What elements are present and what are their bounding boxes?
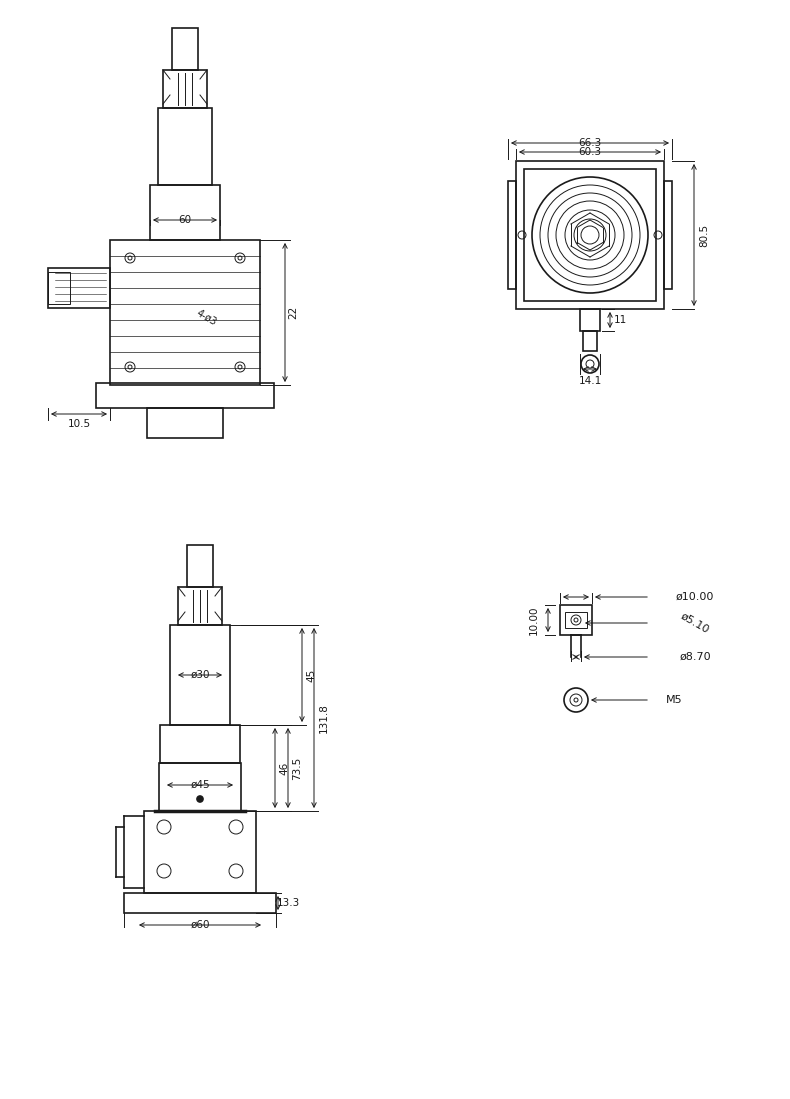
Text: ø8.70: ø8.70	[679, 652, 711, 662]
Bar	[516, 160, 664, 309]
Bar	[144, 811, 256, 893]
Text: ø10.00: ø10.00	[675, 592, 714, 602]
Text: 11: 11	[613, 315, 626, 325]
Bar	[150, 185, 220, 240]
Bar	[159, 763, 241, 811]
Text: 13.3: 13.3	[276, 898, 299, 908]
Bar	[170, 625, 230, 725]
Bar	[172, 27, 198, 70]
Text: 45: 45	[306, 668, 316, 681]
Text: 60.3: 60.3	[578, 147, 601, 157]
Text: 22: 22	[288, 306, 298, 319]
Bar	[524, 169, 656, 301]
Bar	[96, 382, 274, 408]
Bar	[160, 725, 240, 763]
Text: 10.5: 10.5	[67, 419, 91, 429]
Text: 60: 60	[179, 215, 191, 225]
Bar	[163, 70, 207, 108]
Text: M5: M5	[666, 695, 683, 704]
Text: 80.5: 80.5	[699, 223, 709, 246]
Text: ø30: ø30	[190, 670, 210, 680]
Bar	[147, 408, 223, 439]
Bar	[178, 587, 222, 625]
Bar	[508, 181, 516, 289]
Text: ø45: ø45	[190, 780, 210, 790]
Text: 66.3: 66.3	[578, 138, 602, 148]
Text: 10.00: 10.00	[529, 606, 539, 635]
Text: 73.5: 73.5	[292, 756, 302, 779]
Bar	[48, 271, 70, 304]
Text: 14.1: 14.1	[578, 376, 602, 386]
Bar	[664, 181, 672, 289]
Text: 4-ø3: 4-ø3	[195, 308, 219, 328]
Text: ø5.10: ø5.10	[679, 611, 711, 635]
Text: 46: 46	[279, 762, 289, 775]
Bar	[565, 612, 587, 628]
Bar	[48, 268, 110, 308]
Bar	[124, 893, 276, 913]
Bar	[583, 331, 597, 351]
Text: 131.8: 131.8	[319, 703, 329, 733]
Text: ø60: ø60	[190, 920, 210, 930]
Bar	[580, 309, 600, 331]
Bar	[187, 545, 213, 587]
Bar	[158, 108, 212, 185]
Bar	[110, 240, 260, 385]
Circle shape	[197, 796, 203, 802]
Bar	[560, 606, 592, 635]
